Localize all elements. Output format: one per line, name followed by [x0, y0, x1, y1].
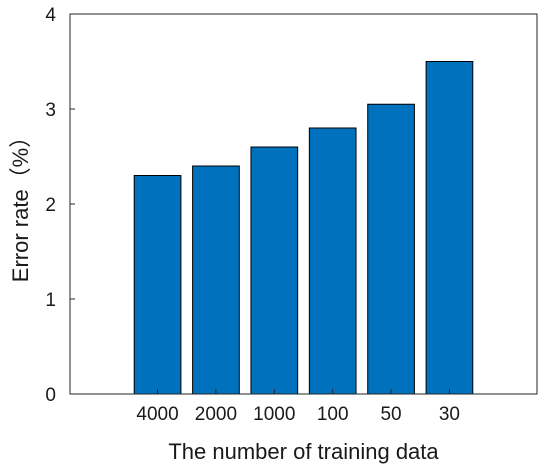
ticks-layer: 4000 2000 1000 100 50 30 0 1 2 3 4: [45, 5, 460, 425]
y-tick-label: 1: [45, 290, 56, 311]
plot-frame: [69, 13, 538, 395]
x-tick-label: 4000: [136, 404, 178, 425]
y-tick-label: 0: [45, 385, 56, 406]
y-tick-label: 3: [45, 100, 56, 121]
x-axis-title: The number of training data: [168, 439, 439, 464]
bar-100: [308, 127, 357, 395]
y-axis-title: Error rate（%）: [8, 126, 33, 282]
bar-50: [367, 103, 415, 395]
y-tick-label: 4: [45, 5, 56, 26]
bar-4000: [133, 175, 182, 395]
bars-layer: [133, 61, 474, 395]
bar-1000: [250, 146, 299, 395]
x-tick-label: 2000: [195, 404, 237, 425]
x-tick-label: 100: [317, 404, 349, 425]
x-tick-label: 1000: [253, 404, 295, 425]
bar-30: [425, 61, 474, 395]
x-tick-label: 50: [380, 404, 401, 425]
y-tick-label: 2: [45, 195, 56, 216]
bar-2000: [192, 165, 240, 395]
x-tick-label: 30: [439, 404, 460, 425]
